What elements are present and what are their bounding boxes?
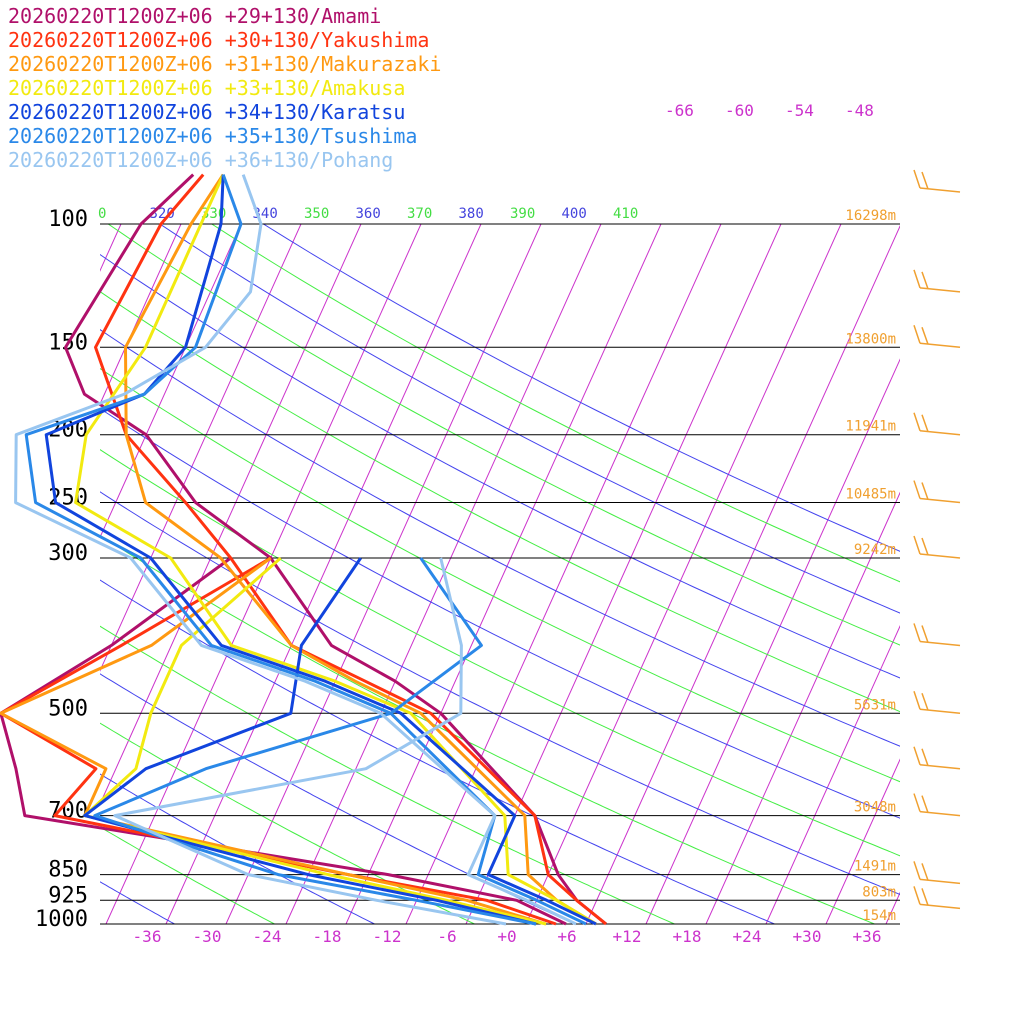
legend-entry: 20260220T1200Z+06 +29+130/Amami [8, 4, 382, 28]
pressure-tick-label: 850 [48, 858, 88, 883]
theta-label: 370 [407, 206, 432, 222]
height-label: 5631m [854, 697, 896, 713]
wind-barb [913, 325, 961, 349]
pressure-tick-label: 300 [48, 541, 88, 566]
temperature-tick-label: +36 [853, 927, 882, 946]
temperature-tick-label: -18 [313, 927, 342, 946]
dewpoint-profile-line [93, 557, 537, 926]
legend-entry: 20260220T1200Z+06 +30+130/Yakushima [8, 28, 430, 52]
temperature-profile-line [74, 173, 597, 926]
height-label: 11941m [845, 419, 896, 435]
wind-barb [913, 480, 961, 504]
dewpoint-profile-line [0, 556, 567, 926]
temperature-profile-line [44, 174, 597, 926]
legend-entry: 20260220T1200Z+06 +36+130/Pohang [8, 148, 394, 172]
height-label: 154m [862, 908, 896, 924]
isotherm-line [1006, 224, 1024, 924]
pressure-tick-label: 500 [48, 696, 88, 721]
temperature-profile-line [14, 174, 577, 926]
temperature-tick-label: +6 [557, 927, 576, 946]
wind-barb [913, 886, 961, 910]
wind-barb [913, 535, 961, 559]
wind-barb [913, 623, 961, 647]
wind-barb [913, 691, 961, 715]
isotherm-line [645, 358, 900, 924]
temperature-tick-label: -6 [437, 927, 456, 946]
upper-isotherm-label: -54 [785, 101, 814, 120]
theta-label: 400 [562, 206, 587, 222]
wind-barb [913, 861, 961, 885]
temperature-tick-label: +30 [793, 927, 822, 946]
theta-label: 360 [356, 206, 381, 222]
isotherm-line [345, 224, 662, 924]
pressure-tick-label: 100 [48, 207, 88, 232]
isotherm-line [405, 224, 722, 924]
temperature-tick-label: +12 [613, 927, 642, 946]
dewpoint-profile-line [0, 556, 547, 926]
isotherm-line [0, 224, 1, 924]
isotherm-line [100, 224, 362, 806]
legend-entry: 20260220T1200Z+06 +34+130/Karatsu [8, 100, 406, 124]
height-label: 10485m [845, 487, 896, 503]
dewpoint-profile-line [0, 556, 557, 926]
moist-adiabat-line [100, 579, 775, 924]
isotherm-line [765, 625, 900, 924]
isotherm-line [525, 224, 842, 924]
isotherm-line [585, 225, 900, 924]
theta-label: 390 [510, 206, 535, 222]
sounding-series [0, 173, 607, 926]
temperature-tick-label: -30 [193, 927, 222, 946]
isotherm-line [165, 224, 482, 924]
wind-barb [913, 793, 961, 817]
wind-barb [913, 412, 961, 436]
temperature-tick-label: +0 [497, 927, 516, 946]
height-label: 9242m [854, 542, 896, 558]
isotherm-line [225, 224, 542, 924]
temperature-profile-line [64, 173, 607, 926]
temperature-profile-line [24, 174, 587, 926]
height-label: 3048m [854, 800, 896, 816]
height-label: 16298m [845, 208, 896, 224]
wind-barb [913, 169, 961, 193]
temperature-tick-label: +18 [673, 927, 702, 946]
theta-label: 380 [459, 206, 484, 222]
height-label: 13800m [845, 331, 896, 347]
temperature-profile-line [124, 173, 597, 926]
upper-isotherm-label: -60 [725, 101, 754, 120]
isotherm-line [885, 891, 900, 924]
moist-adiabat-line [159, 224, 900, 614]
legend-entry: 20260220T1200Z+06 +35+130/Tsushima [8, 124, 418, 148]
dewpoint-profile-line [113, 557, 507, 926]
dewpoint-profile-line [83, 557, 537, 926]
legend-entry: 20260220T1200Z+06 +33+130/Amakusa [8, 76, 406, 100]
legend: 20260220T1200Z+06 +29+130/Amami 20260220T… [8, 4, 441, 172]
theta-label: 410 [613, 206, 638, 222]
legend-entry: 20260220T1200Z+06 +31+130/Makurazaki [8, 52, 442, 76]
height-label: 1491m [854, 859, 896, 875]
pressure-tick-label: 1000 [35, 907, 88, 932]
temperature-tick-label: -36 [133, 927, 162, 946]
isotherm-line [946, 224, 1024, 924]
upper-isotherm-label: -48 [845, 101, 874, 120]
temperature-tick-label: -24 [253, 927, 282, 946]
theta-label: 0 [98, 206, 106, 222]
height-label: 803m [862, 884, 896, 900]
theta-label: 350 [304, 206, 329, 222]
wind-barbs [913, 169, 961, 910]
temperature-tick-label: +24 [733, 927, 762, 946]
isotherm-line [825, 758, 900, 924]
pressure-tick-label: 925 [48, 883, 88, 908]
isobar-lines [100, 223, 900, 925]
wind-barb [913, 746, 961, 770]
moist-adiabat-line [100, 491, 900, 895]
wind-barb [913, 269, 961, 293]
dewpoint-profile-line [83, 556, 547, 926]
temperature-tick-label: -12 [373, 927, 402, 946]
upper-isotherm-label: -66 [665, 101, 694, 120]
isotherm-line [705, 491, 900, 924]
